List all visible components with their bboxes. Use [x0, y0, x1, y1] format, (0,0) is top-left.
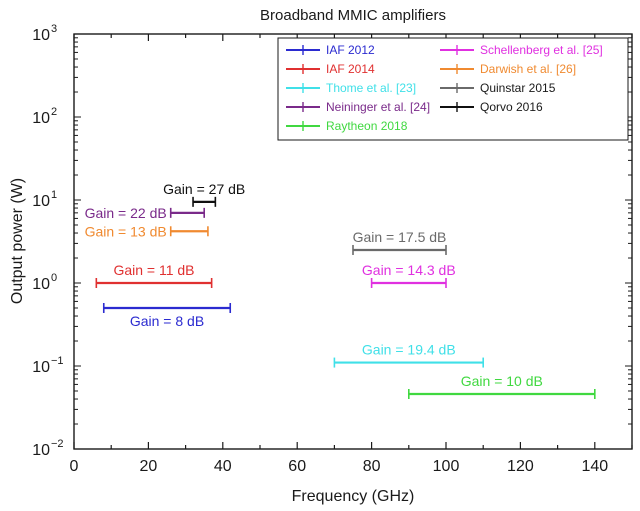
legend-item[interactable]: Darwish et al. [26]	[440, 62, 576, 76]
x-tick-label: 80	[363, 458, 381, 475]
y-tick-exponent: 2	[51, 106, 57, 118]
series-iaf-2012: Gain = 8 dB	[102, 302, 232, 329]
x-tick-label: 140	[581, 458, 608, 475]
legend-item[interactable]: Neininger et al. [24]	[286, 100, 430, 114]
y-tick-label: 10	[32, 27, 50, 44]
series-layer: Gain = 8 dB Gain = 11 dB Gain = 19.4 dB Gai…	[85, 181, 596, 399]
y-tick-label: 10	[32, 359, 50, 376]
x-tick-label: 0	[70, 458, 79, 475]
legend-item[interactable]: Quinstar 2015	[440, 81, 556, 95]
x-tick-label: 100	[433, 458, 460, 475]
legend-label: Thome et al. [23]	[326, 81, 416, 95]
series-neininger-et-al-24: Gain = 22 dB	[85, 205, 205, 221]
legend-item[interactable]: IAF 2012	[286, 43, 375, 57]
legend-label: Raytheon 2018	[326, 119, 408, 133]
legend-label: Neininger et al. [24]	[326, 100, 430, 114]
y-tick-exponent: 3	[51, 23, 57, 35]
legend-label: IAF 2012	[326, 43, 375, 57]
series-thome-et-al-23: Gain = 19.4 dB	[333, 342, 485, 368]
y-tick-label: 10	[32, 193, 50, 210]
y-tick-label: 10	[32, 110, 50, 127]
gain-annotation: Gain = 13 dB	[85, 223, 167, 239]
x-tick-label: 60	[288, 458, 306, 475]
gain-annotation: Gain = 14.3 dB	[362, 262, 456, 278]
gain-annotation: Gain = 22 dB	[85, 205, 167, 221]
y-tick-exponent: −1	[51, 355, 64, 367]
gain-annotation: Gain = 10 dB	[461, 373, 543, 389]
y-tick-label: 10	[32, 276, 50, 293]
legend-item[interactable]: IAF 2014	[286, 62, 375, 76]
legend-label: Darwish et al. [26]	[480, 62, 576, 76]
x-tick-label: 120	[507, 458, 534, 475]
series-darwish-et-al-26: Gain = 13 dB	[85, 223, 209, 239]
legend-label: Qorvo 2016	[480, 100, 543, 114]
legend-label: Schellenberg et al. [25]	[480, 43, 603, 57]
x-tick-label: 40	[214, 458, 232, 475]
series-qorvo-2016: Gain = 27 dB	[163, 181, 245, 207]
gain-annotation: Gain = 11 dB	[113, 262, 194, 278]
gain-annotation: Gain = 27 dB	[163, 181, 245, 197]
series-quinstar-2015: Gain = 17.5 dB	[352, 229, 447, 255]
legend-item[interactable]: Schellenberg et al. [25]	[440, 43, 603, 57]
y-tick-exponent: 0	[51, 272, 57, 284]
series-iaf-2014: Gain = 11 dB	[95, 262, 213, 288]
y-tick-exponent: 1	[51, 189, 57, 201]
gain-annotation: Gain = 17.5 dB	[353, 229, 447, 245]
legend: IAF 2012 IAF 2014 Thome et al. [23] Neining…	[277, 37, 629, 141]
gain-annotation: Gain = 8 dB	[130, 313, 204, 329]
legend-item[interactable]: Qorvo 2016	[440, 100, 543, 114]
x-axis-title: Frequency (GHz)	[292, 488, 415, 505]
gain-annotation: Gain = 19.4 dB	[362, 342, 456, 358]
plot-frame	[73, 33, 633, 450]
y-tick-exponent: −2	[51, 438, 64, 450]
chart-title: Broadband MMIC amplifiers	[260, 7, 446, 24]
y-axis-title: Output power (W)	[9, 178, 26, 304]
y-tick-label: 10	[32, 442, 50, 459]
x-tick-label: 20	[140, 458, 158, 475]
legend-label: Quinstar 2015	[480, 81, 556, 95]
series-schellenberg-et-al-25: Gain = 14.3 dB	[362, 262, 456, 288]
legend-item[interactable]: Raytheon 2018	[286, 119, 408, 133]
series-raytheon-2018: Gain = 10 dB	[407, 373, 596, 399]
legend-label: IAF 2014	[326, 62, 375, 76]
legend-item[interactable]: Thome et al. [23]	[286, 81, 416, 95]
